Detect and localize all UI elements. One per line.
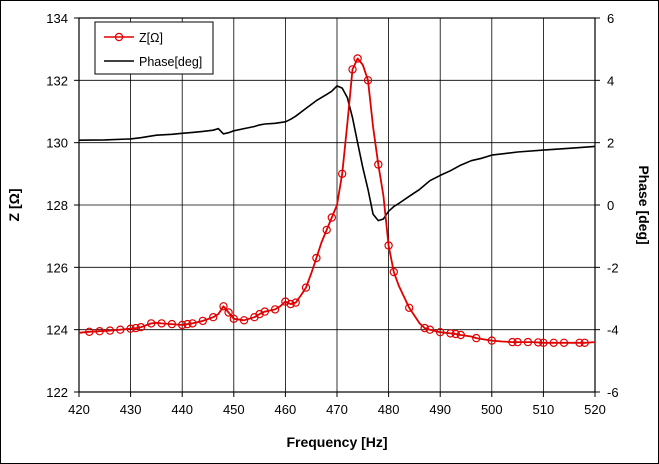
legend-z-marker (114, 32, 124, 42)
z-line (78, 57, 596, 344)
y2-tick-label: 2 (607, 136, 614, 151)
z-point (208, 313, 218, 322)
z-point (338, 169, 347, 178)
z-point (312, 253, 321, 263)
y-axis-title: Z [Ω] (6, 189, 22, 222)
series-z (78, 57, 596, 344)
x-tick-label: 500 (481, 402, 503, 417)
x-axis-ticks: 420 430 440 450 460 470 480 490 500 510 520 (68, 392, 606, 417)
y-tick-label: 124 (46, 323, 68, 338)
z-point (116, 325, 125, 334)
z-point (229, 314, 238, 323)
legend-z-label: Z[Ω] (139, 31, 163, 45)
z-point (353, 54, 362, 63)
y2-tick-label: -6 (607, 385, 619, 400)
z-point (183, 319, 192, 329)
z-point (239, 316, 249, 325)
z-point (85, 327, 94, 336)
z-point (436, 328, 445, 337)
y-tick-label: 122 (46, 385, 68, 400)
z-point (105, 326, 115, 335)
z-point (157, 319, 166, 328)
z-point (523, 337, 533, 347)
z-point (534, 338, 543, 347)
z-point (224, 308, 233, 317)
y-tick-label: 128 (46, 198, 68, 213)
x-tick-label: 520 (584, 402, 606, 417)
z-point (374, 160, 383, 169)
z-point (291, 298, 300, 307)
z-point (420, 323, 429, 333)
y2-axis-ticks: -6 -4 -2 0 2 4 6 (595, 11, 619, 400)
z-point (301, 283, 311, 292)
z-point (322, 225, 331, 235)
z-point (146, 319, 156, 328)
y2-tick-label: -2 (607, 260, 619, 275)
z-point (177, 320, 187, 330)
x-tick-label: 460 (275, 402, 297, 417)
z-point (131, 323, 140, 333)
z-point (425, 325, 435, 334)
z-point (513, 337, 522, 347)
z-point (260, 307, 269, 316)
z-point (580, 338, 589, 347)
z-point (451, 329, 460, 339)
z-point (539, 338, 548, 347)
y2-tick-label: 4 (607, 73, 614, 88)
x-tick-label: 430 (120, 402, 142, 417)
legend-phase-label: Phase[deg] (139, 55, 202, 69)
z-point (95, 327, 104, 336)
x-tick-label: 420 (68, 402, 90, 417)
x-tick-label: 450 (223, 402, 245, 417)
z-point (363, 76, 373, 85)
z-point (327, 213, 336, 222)
z-point (575, 338, 584, 347)
z-point (549, 338, 558, 347)
z-point (167, 319, 177, 329)
z-point (281, 297, 290, 306)
x-tick-label: 510 (533, 402, 555, 417)
z-point (348, 65, 357, 74)
y-tick-label: 132 (46, 73, 68, 88)
z-point (126, 324, 135, 333)
x-tick-label: 470 (326, 402, 348, 417)
x-tick-label: 480 (378, 402, 400, 417)
y2-tick-label: 6 (607, 11, 614, 26)
y-tick-label: 134 (46, 11, 68, 26)
z-point (136, 323, 146, 332)
series-z-markers (85, 54, 589, 347)
x-tick-label: 440 (171, 402, 193, 417)
z-point (405, 303, 414, 312)
x-tick-label: 490 (429, 402, 451, 417)
phase-line (78, 85, 596, 222)
z-point (446, 329, 455, 338)
z-point (270, 305, 280, 314)
z-point (559, 338, 569, 347)
y2-axis-title: Phase [deg] (636, 165, 652, 244)
z-point (219, 302, 228, 311)
z-point (389, 267, 398, 277)
z-point (198, 316, 207, 326)
y-tick-label: 126 (46, 260, 68, 275)
z-point (286, 299, 295, 309)
z-point (384, 241, 393, 250)
series-phase (78, 85, 596, 222)
y-axis-ticks: 122 124 126 128 130 132 134 (46, 11, 79, 400)
legend: Z[Ω] Phase[deg] (94, 21, 214, 75)
y2-tick-label: -4 (607, 323, 619, 338)
z-point (508, 337, 517, 347)
z-point (472, 333, 481, 343)
z-point (188, 319, 197, 328)
z-point (255, 309, 264, 319)
x-axis-title: Frequency [Hz] (286, 434, 387, 450)
legend-box (94, 21, 214, 75)
y-tick-label: 130 (46, 136, 68, 151)
z-point (456, 330, 465, 340)
z-point (487, 336, 496, 345)
y2-tick-label: 0 (607, 198, 614, 213)
